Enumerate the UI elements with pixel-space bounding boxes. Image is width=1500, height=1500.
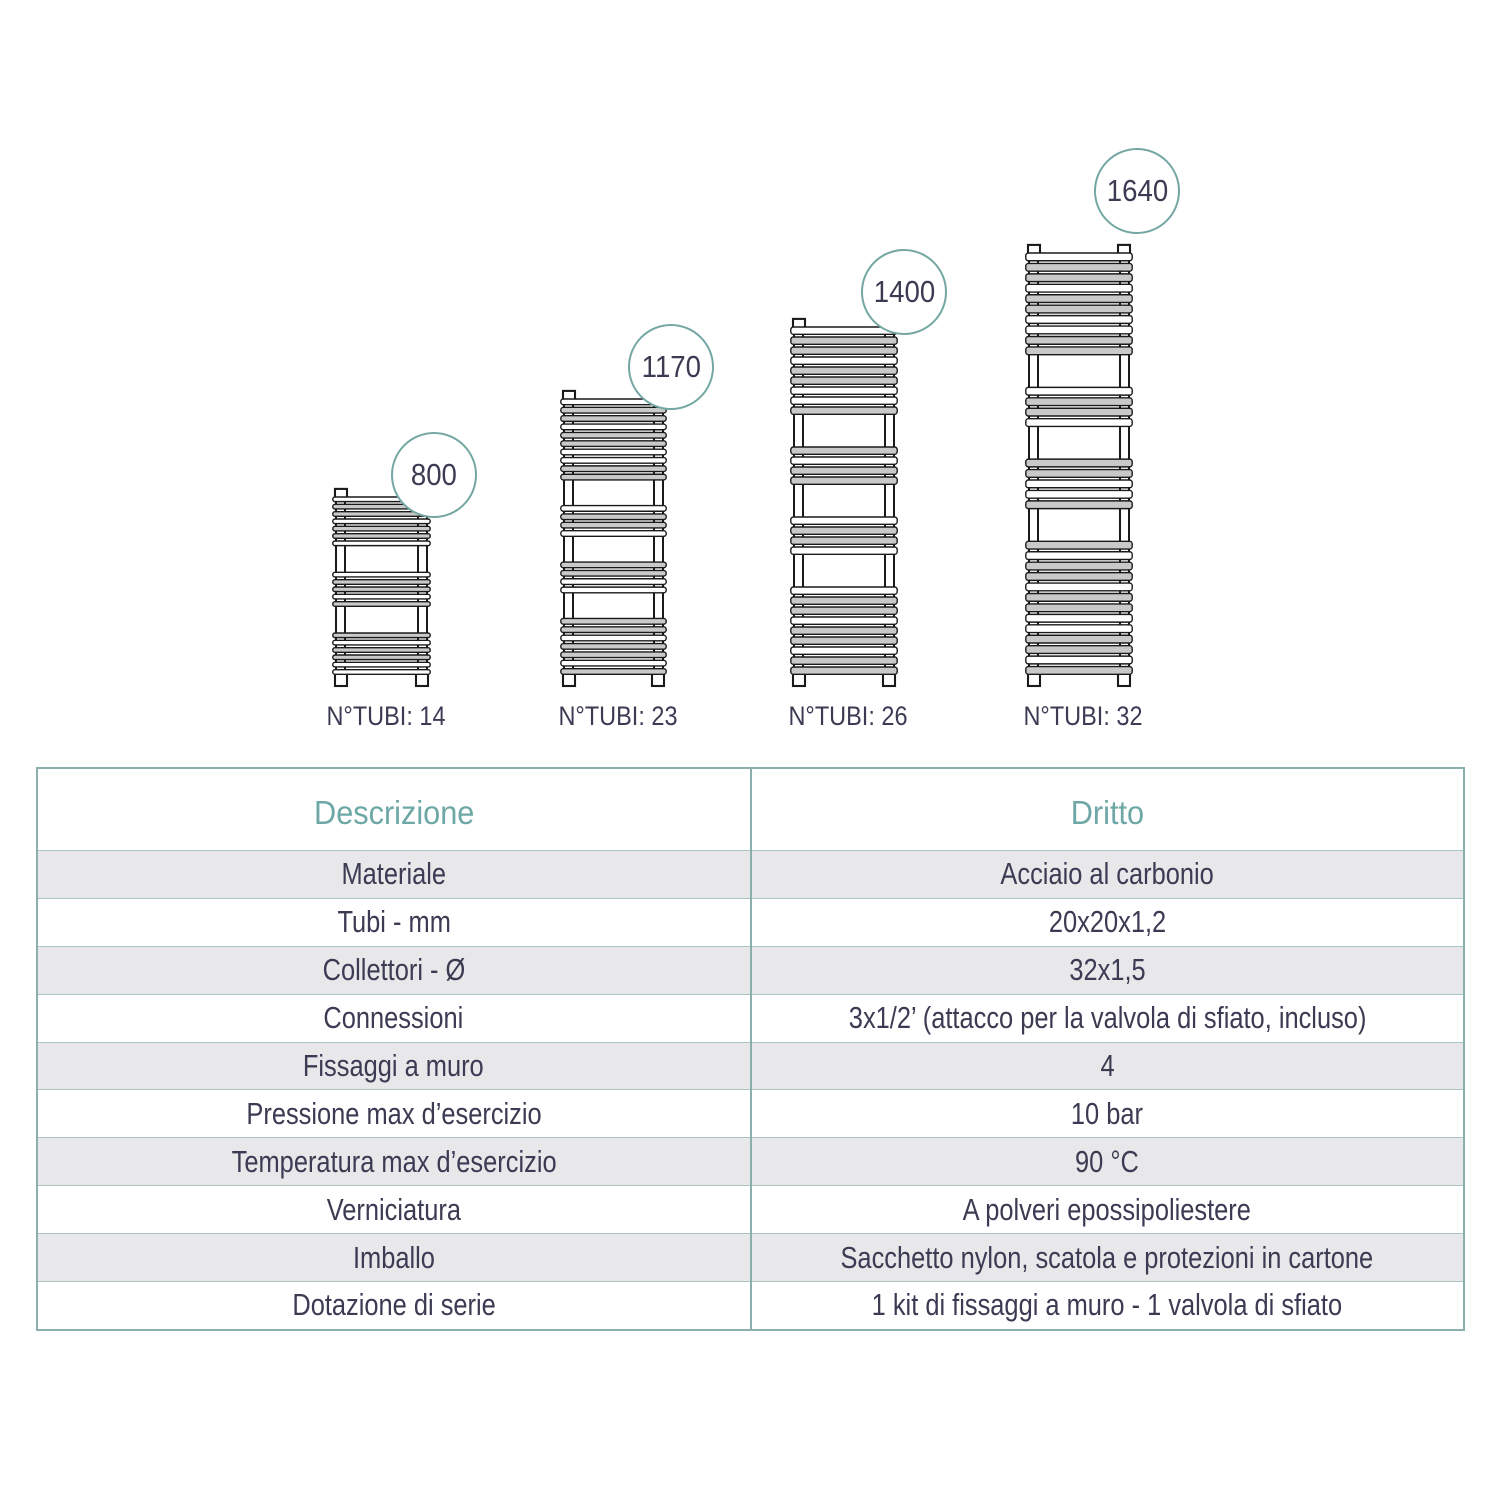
spec-row-value-text: 4 — [1100, 1048, 1115, 1083]
radiator-drawing-1640 — [1025, 243, 1133, 688]
height-badge-value: 1640 — [1106, 173, 1168, 208]
spec-row-label-text: Pressione max d’esercizio — [246, 1095, 542, 1131]
radiator-drawing-800 — [332, 487, 431, 688]
height-badge-value: 1170 — [641, 349, 701, 384]
spec-row-6: Pressione max d’esercizio 10 bar — [36, 1089, 1465, 1139]
spec-row-label: Verniciatura — [36, 1185, 752, 1235]
spec-table-header-dritto-text: Dritto — [1070, 793, 1144, 831]
height-badge-1640: 1640 — [1094, 148, 1180, 234]
spec-row-label-text: Tubi - mm — [337, 904, 451, 940]
spec-row-label-text: Fissaggi a muro — [303, 1048, 485, 1083]
spec-table-header-row: Descrizione Dritto — [36, 767, 1465, 851]
spec-row-label: Imballo — [36, 1233, 752, 1283]
spec-row-value: 4 — [750, 1041, 1465, 1091]
spec-table-header-descrizione: Descrizione — [36, 767, 752, 851]
spec-row-1: Materiale Acciaio al carbonio — [36, 850, 1465, 899]
spec-row-label: Collettori - Ø — [36, 945, 752, 995]
tube-count-label-23: N°TUBI: 23 — [557, 701, 678, 731]
tube-count-label-32: N°TUBI: 32 — [1023, 701, 1143, 731]
spec-row-value: Acciaio al carbonio — [750, 850, 1465, 899]
spec-row-label: Connessioni — [36, 993, 752, 1043]
radiator-size-diagram: 800 N°TUBI: 14 1170 N°TUBI: 23 1400 N°TUBI: 2… — [325, 148, 1180, 731]
spec-row-value-text: 10 bar — [1071, 1095, 1144, 1131]
spec-row-value: 32x1,5 — [750, 945, 1465, 995]
spec-row-label-text: Imballo — [352, 1239, 435, 1275]
spec-row-value: 10 bar — [750, 1089, 1465, 1139]
spec-row-value-text: 32x1,5 — [1069, 952, 1146, 988]
spec-row-label: Fissaggi a muro — [36, 1041, 752, 1091]
spec-row-3: Collettori - Ø 32x1,5 — [36, 945, 1465, 995]
height-badge-value: 800 — [410, 457, 458, 492]
spec-row-value: 1 kit di fissaggi a muro - 1 valvola di … — [750, 1281, 1465, 1331]
spec-row-label-text: Temperatura max d’esercizio — [231, 1143, 557, 1179]
height-badge-value: 1400 — [873, 274, 935, 309]
spec-row-label: Temperatura max d’esercizio — [36, 1137, 752, 1187]
spec-row-label: Tubi - mm — [36, 897, 752, 947]
spec-row-label-text: Verniciatura — [326, 1191, 461, 1227]
spec-row-label-text: Dotazione di serie — [292, 1287, 496, 1323]
spec-row-value-text: 90 °C — [1075, 1143, 1140, 1179]
spec-row-7: Temperatura max d’esercizio 90 °C — [36, 1137, 1465, 1187]
spec-row-value: 20x20x1,2 — [750, 897, 1465, 947]
spec-row-label: Materiale — [36, 850, 752, 899]
spec-row-value-text: 1 kit di fissaggi a muro - 1 valvola di … — [871, 1287, 1343, 1323]
spec-row-2: Tubi - mm 20x20x1,2 — [36, 897, 1465, 947]
spec-row-label: Dotazione di serie — [36, 1281, 752, 1331]
spec-row-value: A polveri epossipoliestere — [750, 1185, 1465, 1235]
spec-row-4: Connessioni 3x1/2’ (attacco per la valvol… — [36, 993, 1465, 1043]
height-badge-800: 800 — [391, 432, 477, 518]
radiator-drawing-1170 — [560, 389, 667, 688]
spec-row-value-text: 20x20x1,2 — [1048, 904, 1166, 940]
tube-count-label-26: N°TUBI: 26 — [788, 701, 908, 731]
spec-row-value: Sacchetto nylon, scatola e protezioni in… — [750, 1233, 1465, 1283]
spec-row-5: Fissaggi a muro 4 — [36, 1041, 1465, 1091]
height-badge-1400: 1400 — [861, 249, 947, 335]
spec-row-value-text: Acciaio al carbonio — [1000, 856, 1214, 892]
spec-row-9: Imballo Sacchetto nylon, scatola e protez… — [36, 1233, 1465, 1283]
spec-row-label: Pressione max d’esercizio — [36, 1089, 752, 1139]
spec-row-value: 90 °C — [750, 1137, 1465, 1187]
spec-row-value: 3x1/2’ (attacco per la valvola di sfiato… — [750, 993, 1465, 1043]
spec-table-header-dritto: Dritto — [750, 767, 1465, 851]
spec-row-value-text: 3x1/2’ (attacco per la valvola di sfiato… — [848, 1000, 1367, 1036]
spec-row-label-text: Materiale — [341, 856, 447, 892]
spec-row-8: Verniciatura A polveri epossipoliestere — [36, 1185, 1465, 1235]
height-badge-1170: 1170 — [628, 324, 714, 410]
tube-count-label-14: N°TUBI: 14 — [325, 701, 446, 731]
spec-row-label-text: Collettori - Ø — [322, 952, 466, 988]
spec-table: Descrizione Dritto Materiale Acciaio al c… — [36, 767, 1465, 1331]
radiator-drawing-1400 — [790, 317, 898, 688]
spec-row-value-text: Sacchetto nylon, scatola e protezioni in… — [840, 1239, 1374, 1275]
spec-row-10: Dotazione di serie 1 kit di fissaggi a mu… — [36, 1281, 1465, 1331]
spec-table-header-descrizione-text: Descrizione — [313, 793, 474, 831]
spec-row-label-text: Connessioni — [323, 1000, 464, 1036]
spec-row-value-text: A polveri epossipoliestere — [963, 1191, 1252, 1227]
